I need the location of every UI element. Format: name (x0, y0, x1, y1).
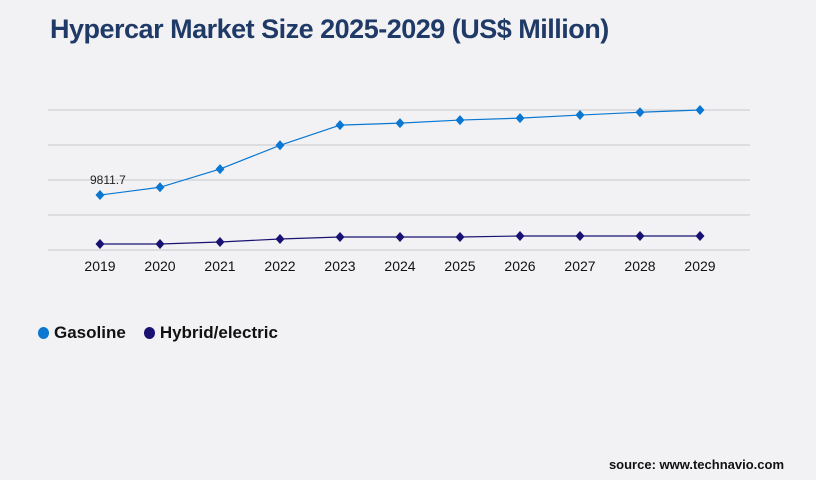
data-point (575, 231, 585, 241)
x-tick-label: 2024 (384, 258, 415, 274)
x-tick-label: 2025 (444, 258, 475, 274)
data-point (155, 182, 165, 193)
legend-item-hybrid-electric: Hybrid/electric (143, 323, 278, 343)
data-point (455, 232, 465, 243)
x-tick-label: 2026 (504, 258, 535, 274)
data-point (155, 239, 165, 250)
data-point (395, 118, 405, 129)
x-tick-label: 2020 (144, 258, 175, 274)
legend-marker-hybrid-electric (143, 327, 155, 339)
x-tick-label: 2028 (624, 258, 655, 274)
data-point (95, 190, 105, 201)
x-tick-label: 2023 (324, 258, 355, 274)
x-tick-label: 2027 (564, 258, 595, 274)
data-point (95, 239, 105, 250)
x-tick-label: 2029 (684, 258, 715, 274)
data-point (635, 231, 645, 241)
legend-item-gasoline: Gasoline (38, 323, 126, 343)
data-point (215, 164, 225, 175)
data-point (635, 107, 645, 118)
data-point (515, 113, 525, 124)
data-point (395, 232, 405, 243)
x-tick-label: 2019 (84, 258, 115, 274)
data-point (275, 140, 285, 151)
legend-label: Gasoline (54, 323, 126, 342)
data-point (275, 234, 285, 245)
source-credit: source: www.technavio.com (608, 457, 784, 472)
x-tick-label: 2021 (204, 258, 235, 274)
data-label: 9811.7 (90, 173, 126, 187)
x-tick-label: 2022 (264, 258, 295, 274)
data-point (695, 105, 705, 115)
data-point (335, 232, 345, 243)
chart-title: Hypercar Market Size 2025-2029 (US$ Mill… (50, 14, 609, 44)
legend-label: Hybrid/electric (159, 323, 278, 342)
legend: Gasoline Hybrid/electric (38, 323, 278, 343)
data-point (515, 231, 525, 241)
legend-marker-gasoline (38, 327, 49, 339)
data-point (695, 231, 705, 241)
data-point (455, 115, 465, 126)
data-point (575, 110, 585, 121)
data-point (215, 236, 225, 247)
data-point (335, 120, 345, 131)
